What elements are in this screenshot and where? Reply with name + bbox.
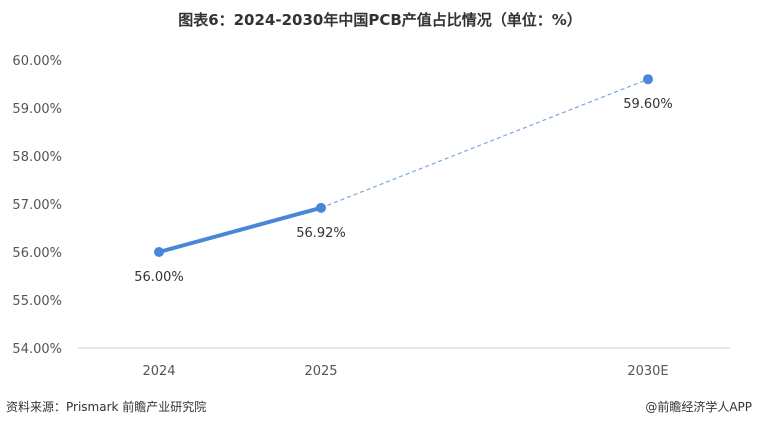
source-note: 资料来源：Prismark 前瞻产业研究院 — [6, 400, 207, 414]
chart-title: 图表6：2024-2030年中国PCB产值占比情况（单位：%） — [178, 11, 582, 29]
y-axis-ticks: 54.00% 55.00% 56.00% 57.00% 58.00% 59.00% 60.0… — [12, 54, 62, 357]
series-lines — [157, 78, 649, 254]
x-tick-label: 2030E — [627, 364, 668, 379]
data-label-2024: 56.00% — [134, 270, 184, 285]
data-point-2024 — [154, 247, 164, 257]
y-tick-label: 58.00% — [12, 150, 62, 165]
x-tick-label: 2024 — [142, 364, 175, 379]
dashed-projection-line — [320, 78, 649, 209]
data-label-2030E: 59.60% — [623, 97, 673, 112]
y-tick-label: 54.00% — [12, 342, 62, 357]
y-tick-label: 59.00% — [12, 102, 62, 117]
y-tick-label: 56.00% — [12, 246, 62, 261]
x-tick-label: 2025 — [304, 364, 337, 379]
data-labels: 56.00% 56.92% 59.60% — [134, 97, 673, 285]
data-point-2030E — [643, 74, 653, 85]
y-tick-label: 60.00% — [12, 54, 62, 69]
x-axis-ticks: 2024 2025 2030E — [142, 364, 668, 379]
y-tick-label: 57.00% — [12, 198, 62, 213]
brand-credit: @前瞻经济学人APP — [645, 400, 752, 414]
data-label-2025: 56.92% — [296, 226, 346, 241]
data-points — [154, 74, 653, 257]
y-tick-label: 55.00% — [12, 294, 62, 309]
data-point-2025 — [316, 202, 326, 213]
solid-series-line — [157, 205, 323, 254]
